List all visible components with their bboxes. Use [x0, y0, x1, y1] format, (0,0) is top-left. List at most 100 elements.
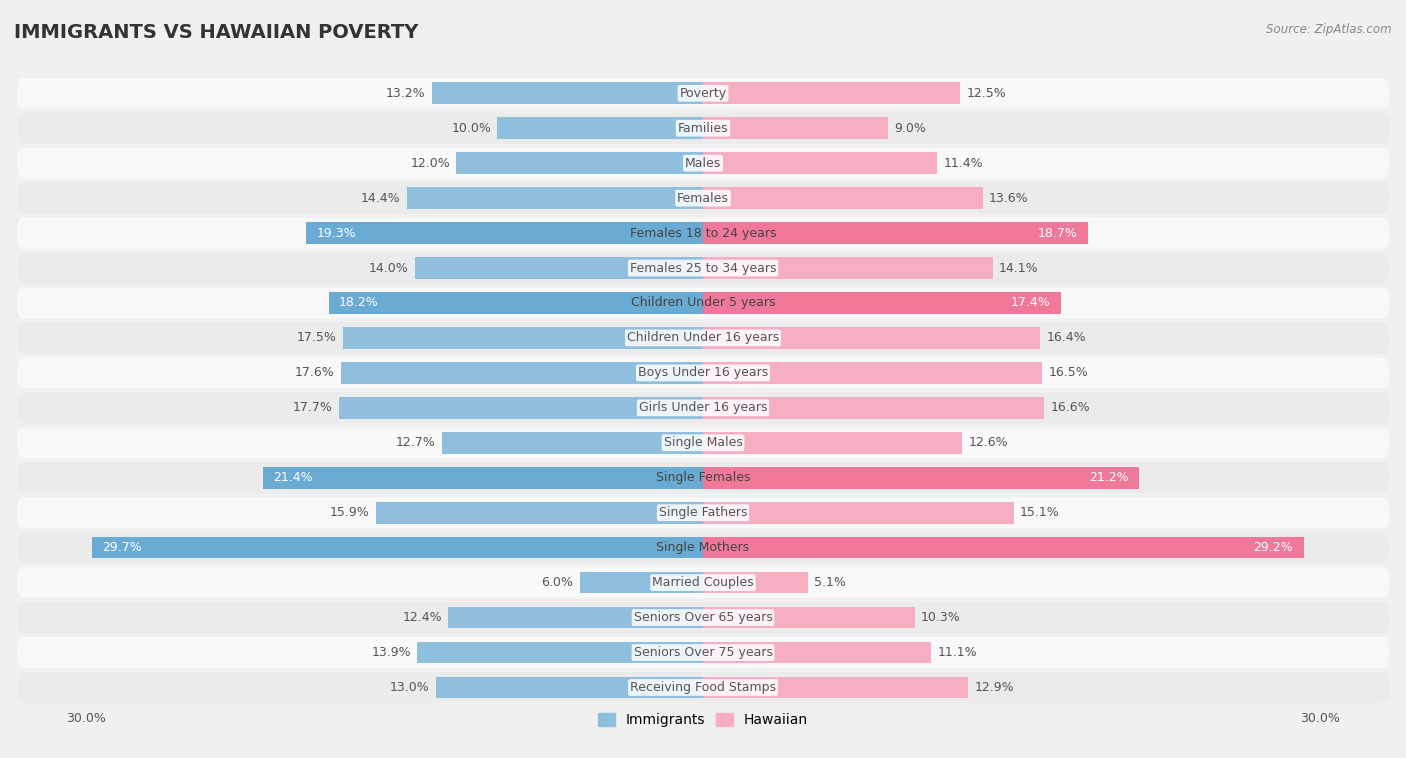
- Bar: [329, 292, 703, 314]
- Text: 13.0%: 13.0%: [389, 681, 429, 694]
- Text: Poverty: Poverty: [679, 86, 727, 100]
- Text: 19.3%: 19.3%: [316, 227, 356, 240]
- Text: 6.0%: 6.0%: [541, 576, 574, 589]
- Text: 10.0%: 10.0%: [451, 122, 491, 135]
- Bar: [703, 257, 993, 279]
- Text: 16.4%: 16.4%: [1046, 331, 1085, 344]
- FancyBboxPatch shape: [17, 358, 1389, 388]
- FancyBboxPatch shape: [17, 428, 1389, 458]
- Text: 12.5%: 12.5%: [966, 86, 1005, 100]
- Bar: [456, 152, 703, 174]
- Text: 12.4%: 12.4%: [402, 611, 441, 624]
- FancyBboxPatch shape: [17, 148, 1389, 179]
- FancyBboxPatch shape: [17, 393, 1389, 423]
- Text: Source: ZipAtlas.com: Source: ZipAtlas.com: [1267, 23, 1392, 36]
- Text: 12.0%: 12.0%: [411, 157, 450, 170]
- Text: Married Couples: Married Couples: [652, 576, 754, 589]
- Bar: [703, 572, 808, 594]
- Bar: [339, 397, 703, 418]
- Text: Single Mothers: Single Mothers: [657, 541, 749, 554]
- Bar: [498, 117, 703, 139]
- Bar: [342, 362, 703, 384]
- Text: 13.6%: 13.6%: [988, 192, 1028, 205]
- Text: 12.9%: 12.9%: [974, 681, 1014, 694]
- Bar: [93, 537, 703, 559]
- Legend: Immigrants, Hawaiian: Immigrants, Hawaiian: [592, 707, 814, 732]
- Bar: [703, 606, 915, 628]
- Text: 29.7%: 29.7%: [103, 541, 142, 554]
- Bar: [703, 187, 983, 209]
- Bar: [432, 83, 703, 104]
- Bar: [703, 467, 1139, 489]
- Text: Children Under 16 years: Children Under 16 years: [627, 331, 779, 344]
- FancyBboxPatch shape: [17, 218, 1389, 249]
- Bar: [449, 606, 703, 628]
- Text: 11.1%: 11.1%: [938, 646, 977, 659]
- Bar: [415, 257, 703, 279]
- Bar: [436, 677, 703, 698]
- Bar: [441, 432, 703, 453]
- Text: 15.1%: 15.1%: [1019, 506, 1060, 519]
- Bar: [579, 572, 703, 594]
- Bar: [703, 537, 1303, 559]
- FancyBboxPatch shape: [17, 462, 1389, 493]
- FancyBboxPatch shape: [17, 113, 1389, 143]
- Text: 21.4%: 21.4%: [273, 471, 312, 484]
- Bar: [307, 222, 703, 244]
- Bar: [703, 397, 1045, 418]
- Bar: [703, 222, 1088, 244]
- Text: Males: Males: [685, 157, 721, 170]
- Bar: [418, 642, 703, 663]
- Bar: [375, 502, 703, 524]
- Text: Boys Under 16 years: Boys Under 16 years: [638, 366, 768, 380]
- Text: 12.6%: 12.6%: [969, 437, 1008, 449]
- FancyBboxPatch shape: [17, 287, 1389, 318]
- Text: 11.4%: 11.4%: [943, 157, 983, 170]
- Text: 14.1%: 14.1%: [1000, 262, 1039, 274]
- Bar: [703, 432, 962, 453]
- Text: IMMIGRANTS VS HAWAIIAN POVERTY: IMMIGRANTS VS HAWAIIAN POVERTY: [14, 23, 419, 42]
- FancyBboxPatch shape: [17, 602, 1389, 633]
- Bar: [703, 292, 1062, 314]
- Bar: [703, 362, 1042, 384]
- FancyBboxPatch shape: [17, 183, 1389, 214]
- Text: 17.5%: 17.5%: [297, 331, 337, 344]
- Bar: [703, 677, 969, 698]
- Text: Single Fathers: Single Fathers: [659, 506, 747, 519]
- FancyBboxPatch shape: [17, 323, 1389, 353]
- Bar: [703, 642, 931, 663]
- Text: 10.3%: 10.3%: [921, 611, 960, 624]
- Text: 16.5%: 16.5%: [1049, 366, 1088, 380]
- Text: 17.7%: 17.7%: [292, 401, 333, 415]
- FancyBboxPatch shape: [17, 672, 1389, 703]
- FancyBboxPatch shape: [17, 252, 1389, 283]
- Text: 17.6%: 17.6%: [295, 366, 335, 380]
- Bar: [703, 327, 1040, 349]
- Text: 18.7%: 18.7%: [1038, 227, 1077, 240]
- Bar: [703, 83, 960, 104]
- Text: Single Females: Single Females: [655, 471, 751, 484]
- Bar: [703, 152, 938, 174]
- FancyBboxPatch shape: [17, 78, 1389, 108]
- Text: Families: Families: [678, 122, 728, 135]
- Text: 21.2%: 21.2%: [1090, 471, 1129, 484]
- Bar: [703, 502, 1014, 524]
- Text: 13.9%: 13.9%: [371, 646, 411, 659]
- FancyBboxPatch shape: [17, 497, 1389, 528]
- Text: 15.9%: 15.9%: [330, 506, 370, 519]
- Text: Receiving Food Stamps: Receiving Food Stamps: [630, 681, 776, 694]
- Bar: [703, 117, 889, 139]
- Text: 14.0%: 14.0%: [370, 262, 409, 274]
- Text: Girls Under 16 years: Girls Under 16 years: [638, 401, 768, 415]
- FancyBboxPatch shape: [17, 637, 1389, 668]
- Text: Single Males: Single Males: [664, 437, 742, 449]
- FancyBboxPatch shape: [17, 567, 1389, 598]
- Text: 9.0%: 9.0%: [894, 122, 927, 135]
- Text: 17.4%: 17.4%: [1011, 296, 1050, 309]
- Text: 13.2%: 13.2%: [385, 86, 426, 100]
- Text: 14.4%: 14.4%: [361, 192, 401, 205]
- Bar: [263, 467, 703, 489]
- Text: 29.2%: 29.2%: [1254, 541, 1294, 554]
- Text: Females: Females: [678, 192, 728, 205]
- FancyBboxPatch shape: [17, 532, 1389, 563]
